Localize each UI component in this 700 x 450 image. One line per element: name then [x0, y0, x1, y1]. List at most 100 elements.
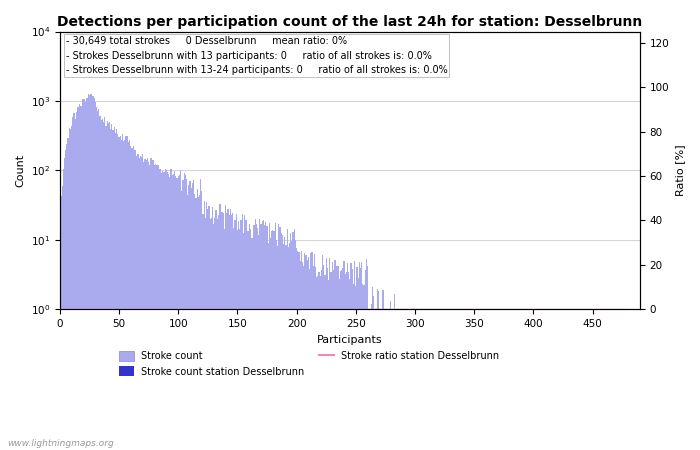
Bar	[269, 223, 270, 450]
Bar	[400, 309, 401, 450]
Bar	[259, 219, 260, 450]
Bar	[125, 136, 127, 450]
Bar	[178, 176, 180, 450]
Bar	[212, 207, 213, 450]
Bar	[248, 225, 250, 450]
Bar	[195, 198, 197, 450]
Bar	[213, 224, 214, 450]
Bar	[515, 309, 516, 450]
Bar	[336, 266, 337, 450]
Bar	[550, 309, 551, 450]
Bar	[60, 196, 62, 450]
Bar	[372, 287, 373, 450]
Bar	[449, 309, 450, 450]
Bar	[159, 169, 160, 450]
Bar	[76, 112, 77, 450]
Bar	[82, 99, 83, 450]
Bar	[423, 309, 424, 450]
Bar	[604, 309, 605, 450]
Bar	[137, 154, 139, 450]
Text: - 30,649 total strokes     0 Desselbrunn     mean ratio: 0%
- Strokes Desselbrun: - 30,649 total strokes 0 Desselbrunn mea…	[66, 36, 447, 75]
Bar	[101, 120, 102, 450]
Bar	[378, 292, 379, 450]
Bar	[113, 127, 115, 450]
Bar	[164, 170, 166, 450]
Bar	[279, 226, 281, 450]
Bar	[354, 261, 355, 450]
Bar	[298, 252, 300, 450]
Bar	[309, 269, 310, 450]
Bar	[72, 117, 74, 450]
Bar	[567, 309, 568, 450]
Bar	[291, 240, 293, 450]
Bar	[109, 122, 110, 450]
Bar	[176, 178, 178, 450]
Bar	[216, 210, 217, 450]
Bar	[344, 274, 346, 450]
Bar	[218, 215, 219, 450]
Bar	[284, 237, 286, 450]
Bar	[286, 229, 288, 450]
Bar	[407, 309, 409, 450]
Bar	[79, 104, 81, 450]
Bar	[91, 94, 92, 450]
Bar	[301, 251, 302, 450]
Bar	[555, 309, 556, 450]
Bar	[156, 165, 158, 450]
Bar	[84, 99, 85, 450]
Bar	[519, 309, 520, 450]
Bar	[363, 285, 365, 450]
Bar	[320, 276, 321, 450]
Bar	[300, 261, 301, 450]
Bar	[245, 220, 246, 450]
Bar	[132, 146, 134, 450]
Bar	[601, 309, 603, 450]
Bar	[539, 309, 540, 450]
Bar	[271, 230, 272, 450]
Bar	[92, 96, 94, 450]
Bar	[106, 122, 108, 450]
Bar	[64, 158, 65, 450]
Bar	[355, 286, 356, 450]
Legend: Stroke count, Stroke count station Desselbrunn, Stroke ratio station Desselbrunn: Stroke count, Stroke count station Desse…	[119, 351, 500, 377]
Bar	[385, 309, 386, 450]
Bar	[202, 214, 204, 450]
Bar	[347, 263, 348, 450]
Bar	[570, 309, 572, 450]
Bar	[98, 109, 99, 450]
Bar	[220, 204, 221, 450]
Bar	[231, 215, 232, 450]
Bar	[288, 247, 289, 450]
Bar	[260, 224, 262, 450]
Bar	[117, 135, 118, 450]
Bar	[366, 259, 367, 450]
Bar	[543, 309, 545, 450]
Bar	[565, 309, 566, 450]
Bar	[243, 233, 244, 450]
Bar	[419, 309, 420, 450]
Bar	[337, 266, 339, 450]
Bar	[83, 99, 84, 450]
Bar	[70, 129, 71, 450]
Bar	[272, 230, 274, 450]
Bar	[574, 309, 575, 450]
Bar	[375, 309, 377, 450]
Bar	[308, 257, 309, 450]
Bar	[251, 238, 252, 450]
Bar	[528, 309, 529, 450]
Bar	[228, 215, 230, 450]
Bar	[316, 277, 317, 450]
Bar	[324, 275, 326, 450]
Bar	[154, 165, 155, 450]
Bar	[115, 133, 116, 450]
Bar	[247, 231, 248, 450]
Bar	[241, 214, 243, 450]
Bar	[394, 294, 395, 450]
Bar	[111, 124, 113, 450]
Bar	[464, 309, 466, 450]
Bar	[468, 309, 469, 450]
Bar	[86, 98, 88, 450]
Bar	[274, 223, 276, 450]
Bar	[155, 164, 156, 450]
Text: www.lightningmaps.org: www.lightningmaps.org	[7, 439, 113, 448]
